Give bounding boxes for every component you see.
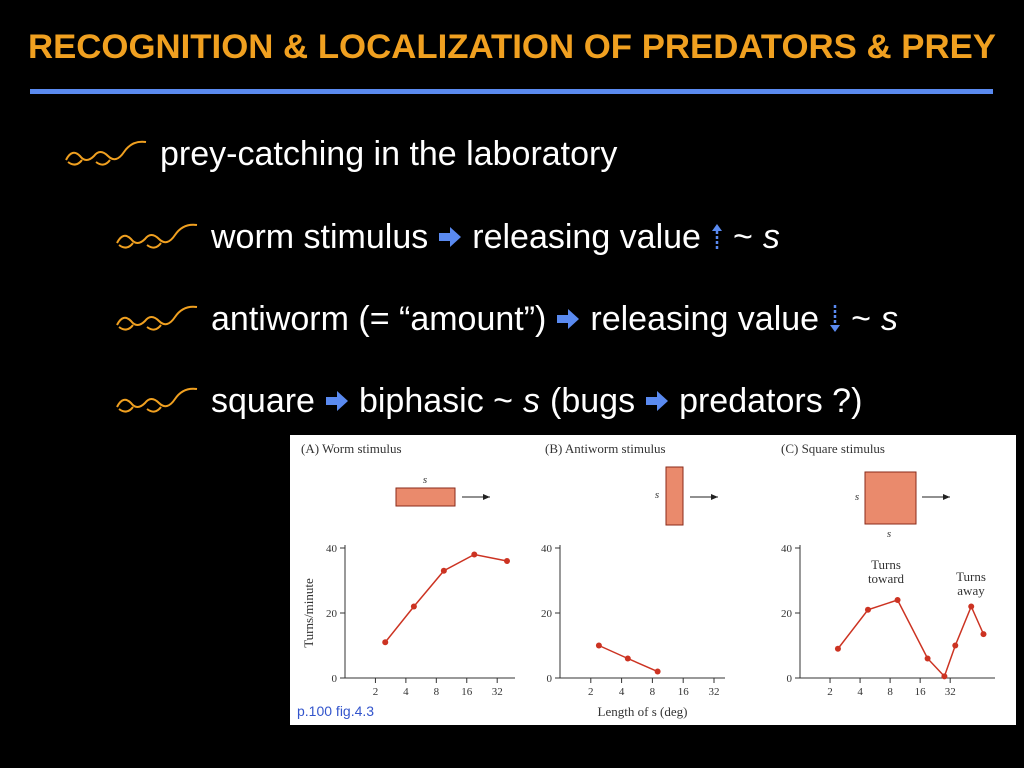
bullet-icon <box>116 305 198 331</box>
bullet-text: biphasic ~ <box>358 381 514 420</box>
data-point <box>924 655 931 662</box>
x-axis-label: Length of s (deg) <box>598 704 688 719</box>
bullet-icon <box>116 387 198 413</box>
x-tick-label: 8 <box>434 686 440 698</box>
x-tick-label: 2 <box>373 686 379 698</box>
bullet-text: prey-catching in the laboratory <box>160 134 618 173</box>
bullet: prey-catching in the laboratory <box>62 132 627 176</box>
bullet-text: antiworm (= “amount”) <box>211 299 547 338</box>
footnote: p.100 fig.4.3 <box>297 703 374 719</box>
bullet: antiworm (= “amount”) releasing value ~ … <box>113 297 908 341</box>
data-point <box>410 603 417 610</box>
x-tick-label: 32 <box>945 686 956 698</box>
arrow-right <box>646 391 669 411</box>
stimulus <box>864 471 917 525</box>
panel-title: (C) Square stimulus <box>781 441 885 456</box>
x-tick-label: 32 <box>492 686 503 698</box>
data-point <box>382 639 389 646</box>
arrow-right <box>557 309 580 329</box>
bullet: square biphasic ~ s (bugs predators ?) <box>113 379 872 423</box>
stimulus <box>665 466 684 526</box>
y-axis-label: Turns/minute <box>301 578 316 648</box>
x-tick-label: 16 <box>678 686 690 698</box>
data-point <box>952 642 959 649</box>
bullet: worm stimulus releasing value ~ s <box>113 215 790 259</box>
data-point <box>471 551 478 558</box>
panel-title: (A) Worm stimulus <box>301 441 402 456</box>
data-point <box>941 673 948 680</box>
motion-arrowhead <box>943 494 950 500</box>
y-tick-label: 40 <box>326 543 338 555</box>
bullet-text: predators ?) <box>679 381 863 420</box>
arrow-down <box>830 305 841 332</box>
motion-arrowhead <box>711 494 718 500</box>
bullet-text: releasing value <box>472 217 701 256</box>
data-point <box>503 558 510 564</box>
y-tick-label: 0 <box>787 673 793 685</box>
y-tick-label: 20 <box>781 608 793 620</box>
y-tick-label: 0 <box>332 673 338 685</box>
data-point <box>894 597 901 603</box>
y-tick-label: 0 <box>547 673 553 685</box>
annotation: toward <box>868 571 905 586</box>
y-tick-label: 20 <box>326 608 338 620</box>
data-point <box>864 606 871 613</box>
annotation: Turns <box>956 569 986 584</box>
data-point <box>968 603 975 610</box>
x-tick-label: 2 <box>588 686 594 698</box>
y-tick-label: 20 <box>541 608 553 620</box>
data-point <box>654 668 661 675</box>
stimulus-label: s <box>655 489 659 501</box>
x-tick-label: 8 <box>887 686 893 698</box>
bullet-text: s <box>880 299 898 338</box>
data-point <box>980 631 987 638</box>
stimulus-label: s <box>855 491 859 503</box>
arrow-right <box>325 391 348 411</box>
x-tick-label: 16 <box>915 686 927 698</box>
x-tick-label: 4 <box>619 686 625 698</box>
bullet-text: releasing value <box>590 299 820 338</box>
data-point <box>440 567 447 574</box>
bullet-text: ~ <box>732 217 753 256</box>
bullet-text: square <box>211 381 315 420</box>
annotation: away <box>957 583 985 598</box>
data-point <box>595 642 602 649</box>
x-tick-label: 32 <box>708 686 719 698</box>
bullet-text: ~ <box>851 299 871 338</box>
bullet-text: (bugs <box>550 381 636 420</box>
bullet-text: worm stimulus <box>211 217 429 256</box>
stimulus <box>395 487 456 507</box>
x-tick-label: 4 <box>857 686 863 698</box>
x-tick-label: 4 <box>403 686 409 698</box>
panel-title: (B) Antiworm stimulus <box>545 441 666 456</box>
bullet-icon <box>65 140 147 166</box>
x-tick-label: 16 <box>461 686 473 698</box>
y-tick-label: 40 <box>541 543 553 555</box>
arrow-up <box>711 224 722 251</box>
bullet-icon <box>116 223 198 249</box>
x-tick-label: 8 <box>650 686 656 698</box>
series-line <box>837 599 985 678</box>
arrow-right <box>439 227 462 247</box>
bullet-text: s <box>523 381 541 420</box>
stimulus-label: s <box>423 474 427 486</box>
data-point <box>624 655 631 662</box>
data-point <box>834 645 841 652</box>
x-tick-label: 2 <box>827 686 833 698</box>
stimulus-label: s <box>887 528 891 540</box>
y-tick-label: 40 <box>781 543 793 555</box>
title-rule <box>30 89 993 94</box>
annotation: Turns <box>871 557 901 572</box>
motion-arrowhead <box>483 494 490 500</box>
bullet-text: s <box>762 217 780 256</box>
slide-title: RECOGNITION & LOCALIZATION OF PREDATORS … <box>28 28 996 66</box>
